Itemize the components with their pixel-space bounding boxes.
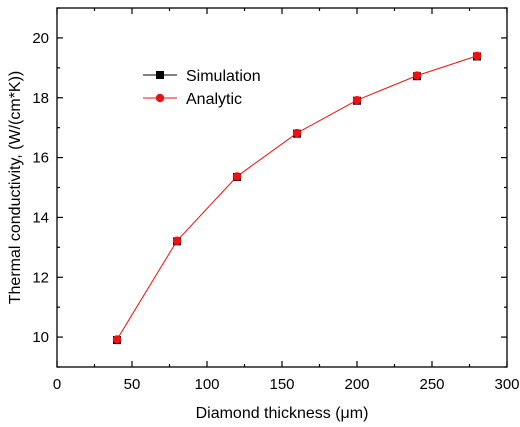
- x-tick-label: 250: [419, 376, 444, 393]
- data-point-analytic: [412, 71, 422, 80]
- x-tick-label: 300: [494, 376, 519, 393]
- series-layer: [112, 51, 482, 345]
- legend-label: Simulation: [186, 68, 261, 85]
- y-axis-title: Thermal conductivity, (W/(cm*K)): [7, 71, 24, 305]
- y-axis-ticks: 10 12 14 16 18 20: [32, 7, 507, 368]
- data-point-analytic: [172, 236, 182, 245]
- x-tick-label: 100: [194, 376, 219, 393]
- legend-item-analytic: Analytic: [143, 91, 242, 108]
- plot-frame: [56, 7, 508, 368]
- x-tick-label: 50: [124, 376, 141, 393]
- x-axis-ticks: 0 50 100 150 200 250 300: [53, 8, 520, 393]
- y-tick-label: 18: [32, 90, 49, 107]
- x-tick-label: 150: [269, 376, 294, 393]
- y-tick-label: 14: [32, 209, 49, 226]
- legend-marker-circle: [155, 93, 165, 103]
- y-tick-label: 12: [32, 269, 49, 286]
- data-point-analytic: [292, 128, 302, 138]
- y-tick-label: 20: [32, 30, 49, 47]
- legend-label: Analytic: [186, 91, 242, 108]
- x-axis-title: Diamond thickness (μm): [196, 405, 369, 422]
- data-point-analytic: [352, 95, 362, 105]
- x-tick-label: 200: [344, 376, 369, 393]
- data-point-analytic: [472, 51, 482, 61]
- legend-item-simulation: Simulation: [143, 68, 261, 85]
- data-point-analytic: [112, 335, 122, 344]
- legend-marker-square: [156, 71, 164, 79]
- x-tick-label: 0: [53, 376, 61, 393]
- data-point-analytic: [232, 172, 242, 181]
- y-tick-label: 16: [32, 150, 49, 167]
- series-analytic: [112, 51, 482, 344]
- plot-border: [56, 7, 508, 368]
- y-tick-label: 10: [32, 329, 49, 346]
- legend: Simulation Analytic: [143, 68, 261, 108]
- series-simulation: [113, 52, 481, 345]
